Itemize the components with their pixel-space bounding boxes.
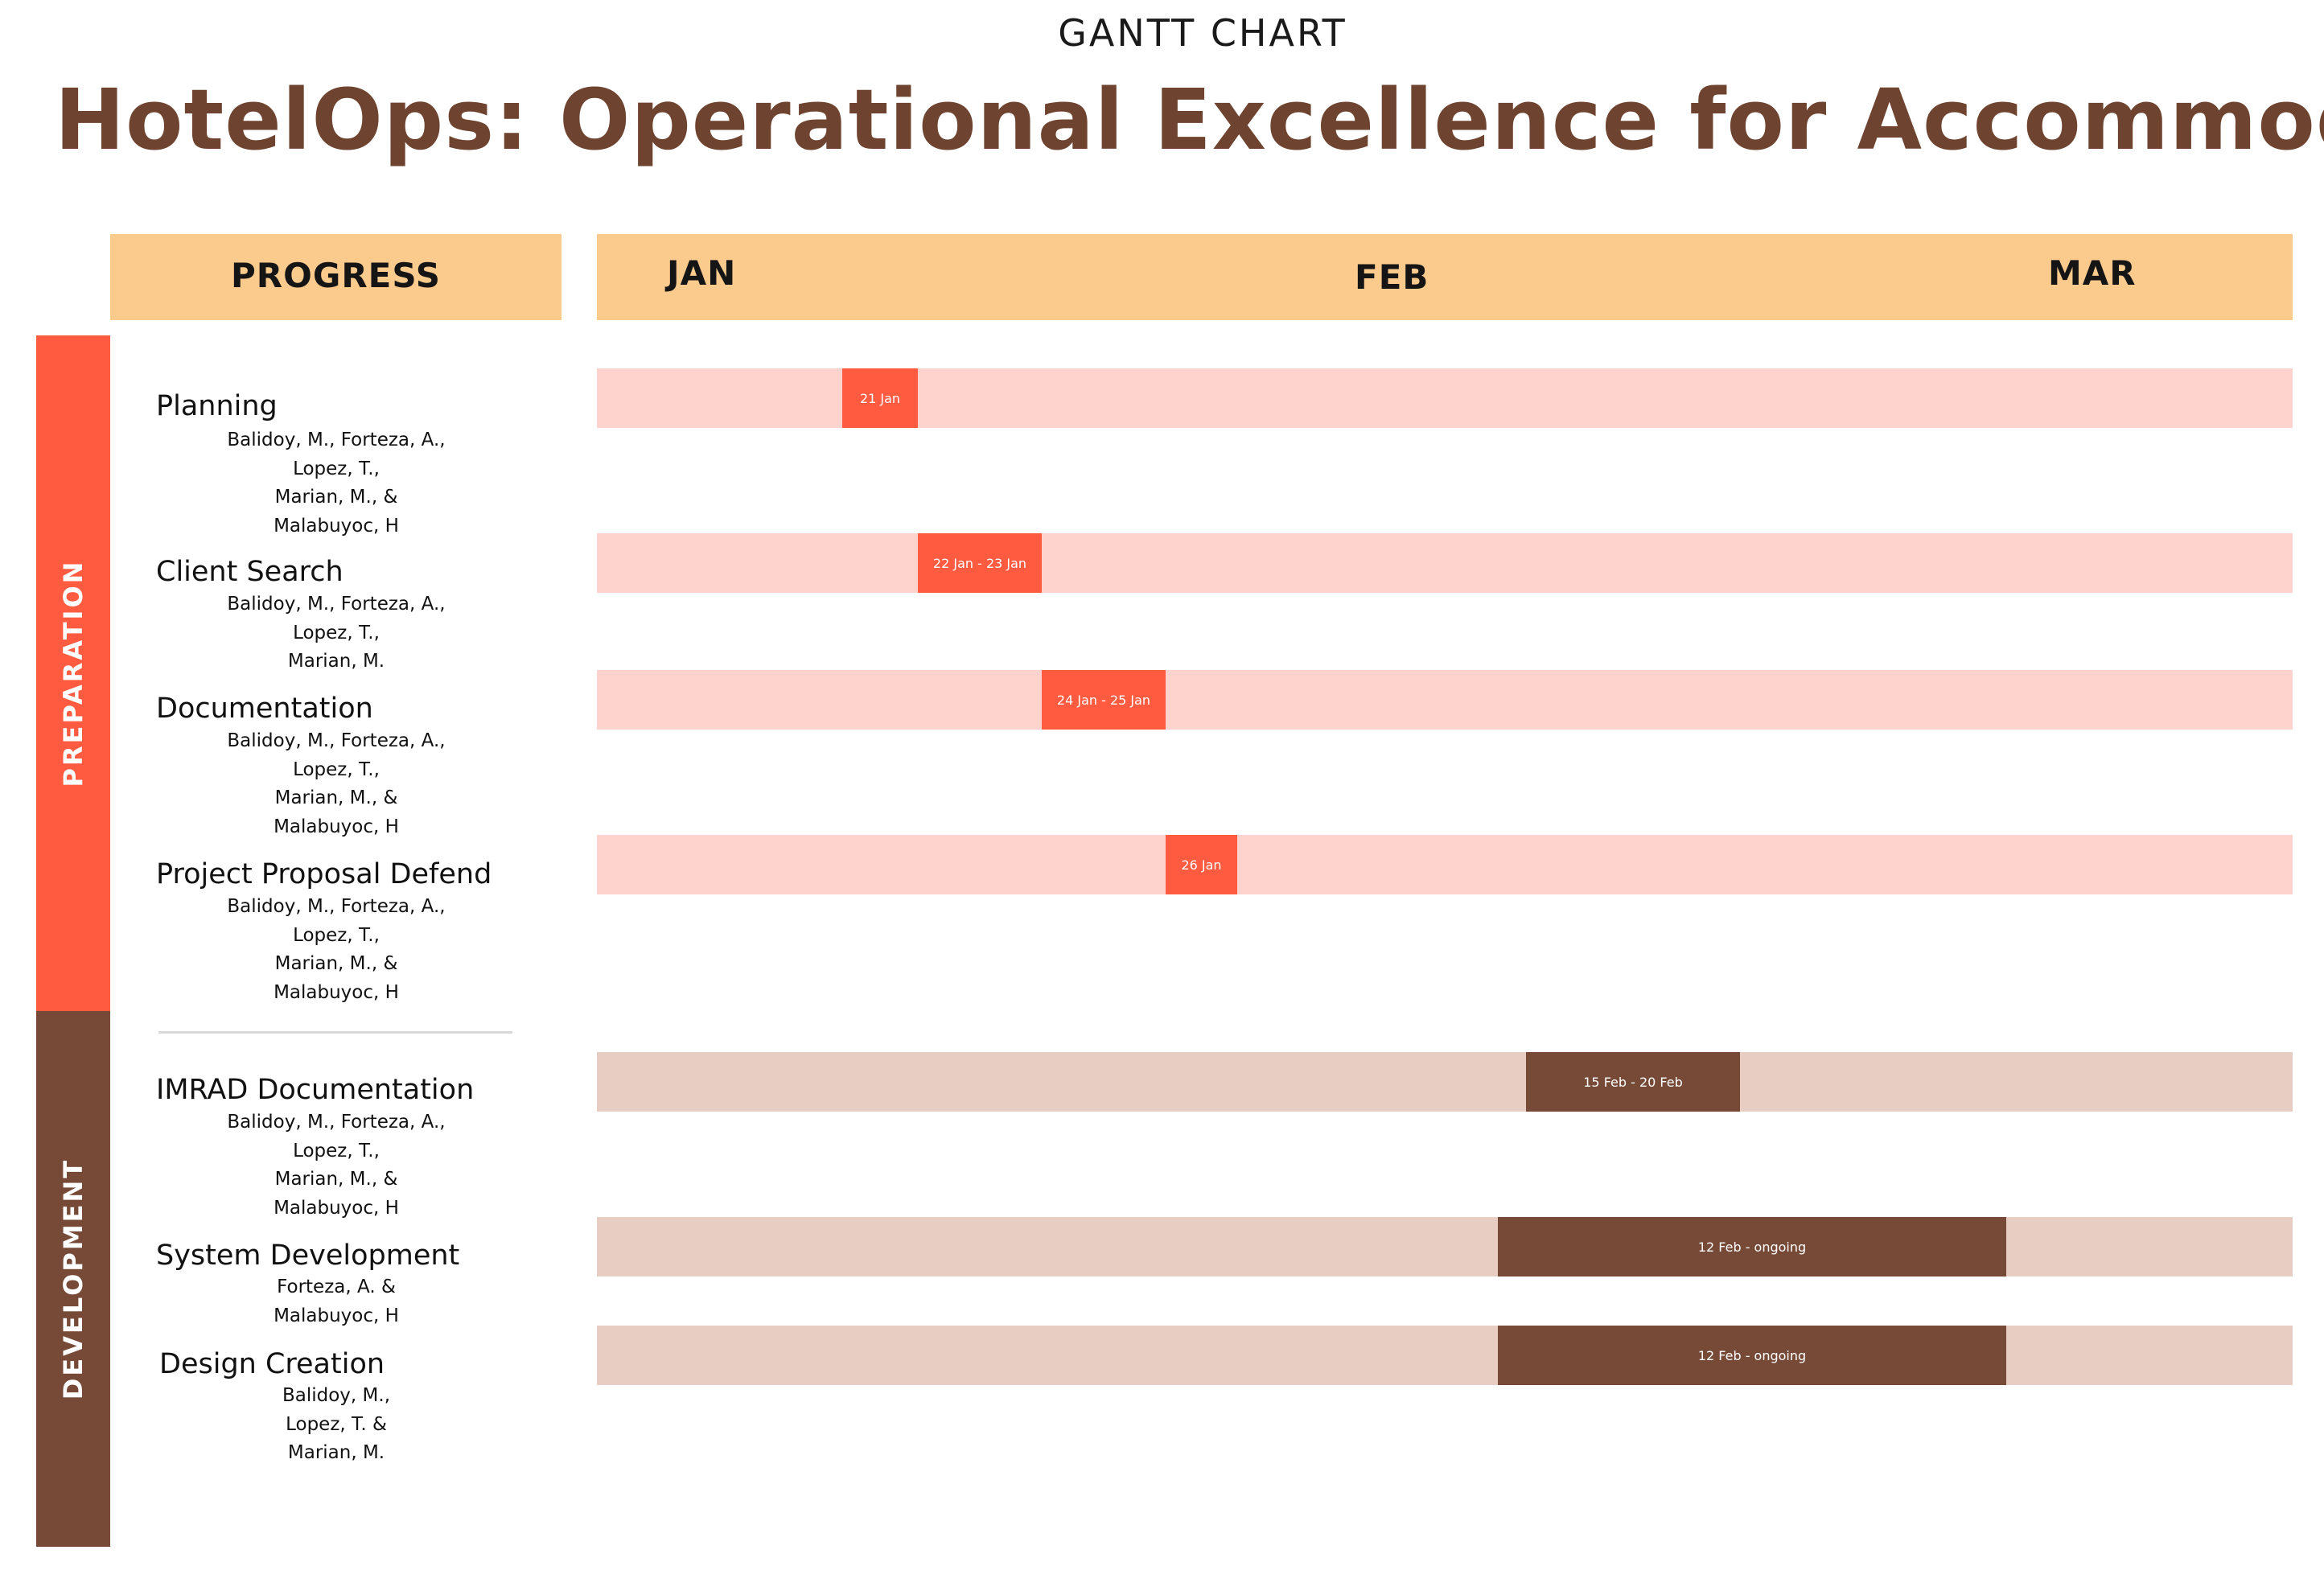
assignee-line: Balidoy, M., Forteza, A., [227, 430, 446, 450]
task-name-7: Design Creation [159, 1348, 385, 1380]
month-label-jan: JAN [667, 253, 737, 293]
task-assignees-6: Forteza, A. & Malabuyoc, H [216, 1273, 457, 1330]
task-bar-2[interactable]: 22 Jan - 23 Jan [918, 533, 1042, 593]
assignee-line: Lopez, T. & [286, 1413, 387, 1435]
task-track-4: 26 Jan [597, 835, 2293, 894]
task-bar-7[interactable]: 12 Feb - ongoing [1498, 1326, 2006, 1385]
task-assignees-7: Balidoy, M., Lopez, T. & Marian, M. [216, 1382, 457, 1468]
task-assignees-2: Balidoy, M., Forteza, A., Lopez, T., Maria… [216, 590, 457, 676]
task-track-3: 24 Jan - 25 Jan [597, 670, 2293, 730]
task-bar-1[interactable]: 21 Jan [842, 368, 918, 428]
task-track-6: 12 Feb - ongoing [597, 1217, 2293, 1276]
assignee-line: Balidoy, M., Forteza, A., [227, 1112, 446, 1133]
task-bar-5[interactable]: 15 Feb - 20 Feb [1526, 1052, 1740, 1112]
assignee-line: Malabuyoc, H [274, 816, 399, 837]
task-name-6: System Development [156, 1240, 460, 1272]
task-bar-6[interactable]: 12 Feb - ongoing [1498, 1217, 2006, 1276]
task-track-2: 22 Jan - 23 Jan [597, 533, 2293, 593]
task-name-4: Project Proposal Defend [156, 858, 492, 890]
task-name-2: Client Search [156, 556, 343, 588]
assignee-line: Forteza, A. & [277, 1276, 396, 1297]
phase-divider [158, 1031, 512, 1034]
assignee-line: Marian, M., & [274, 487, 398, 508]
assignee-line: Balidoy, M., Forteza, A., [227, 594, 446, 615]
assignee-line: Balidoy, M., Forteza, A., [227, 730, 446, 751]
assignee-line: Malabuyoc, H [274, 515, 399, 536]
assignee-line: Marian, M., & [274, 1169, 398, 1190]
task-name-1: Planning [156, 390, 278, 422]
task-track-7: 12 Feb - ongoing [597, 1326, 2293, 1385]
assignee-line: Marian, M., & [274, 953, 398, 974]
task-name-3: Documentation [156, 693, 373, 725]
task-assignees-4: Balidoy, M., Forteza, A., Lopez, T., Maria… [216, 893, 457, 1007]
task-track-1: 21 Jan [597, 368, 2293, 428]
assignee-line: Balidoy, M., [282, 1385, 391, 1406]
assignee-line: Malabuyoc, H [274, 1305, 399, 1326]
task-assignees-5: Balidoy, M., Forteza, A., Lopez, T., Maria… [216, 1108, 457, 1223]
progress-header: PROGRESS [110, 234, 561, 320]
assignee-line: Lopez, T., [293, 758, 380, 780]
assignee-line: Balidoy, M., Forteza, A., [227, 896, 446, 917]
assignee-line: Lopez, T., [293, 622, 380, 643]
assignee-line: Lopez, T., [293, 924, 380, 946]
task-bar-4[interactable]: 26 Jan [1166, 835, 1237, 894]
assignee-line: Marian, M., & [274, 787, 398, 808]
assignee-line: Malabuyoc, H [274, 981, 399, 1003]
month-label-mar: MAR [2048, 253, 2137, 293]
phase-label-preparation: PREPARATION [58, 559, 88, 787]
assignee-line: Lopez, T., [293, 458, 380, 479]
assignee-line: Marian, M. [287, 651, 385, 672]
assignee-line: Lopez, T., [293, 1140, 380, 1161]
chart-title: HotelOps: Operational Excellence for Acc… [55, 71, 2324, 169]
assignee-line: Malabuyoc, H [274, 1197, 399, 1219]
timeline-header: JAN FEB MAR [597, 234, 2293, 320]
chart-subtitle: GANTT CHART [1058, 11, 1347, 55]
task-name-5: IMRAD Documentation [156, 1074, 475, 1106]
task-bar-3[interactable]: 24 Jan - 25 Jan [1042, 670, 1166, 730]
task-track-5: 15 Feb - 20 Feb [597, 1052, 2293, 1112]
task-assignees-3: Balidoy, M., Forteza, A., Lopez, T., Maria… [216, 727, 457, 841]
assignee-line: Marian, M. [287, 1442, 385, 1463]
task-assignees-1: Balidoy, M., Forteza, A., Lopez, T., Maria… [216, 426, 457, 541]
progress-header-label: PROGRESS [231, 256, 441, 295]
phase-bar-development: DEVELOPMENT [36, 1011, 110, 1547]
phase-label-development: DEVELOPMENT [58, 1157, 88, 1400]
month-label-feb: FEB [1355, 257, 1429, 297]
phase-bar-preparation: PREPARATION [36, 335, 110, 1011]
